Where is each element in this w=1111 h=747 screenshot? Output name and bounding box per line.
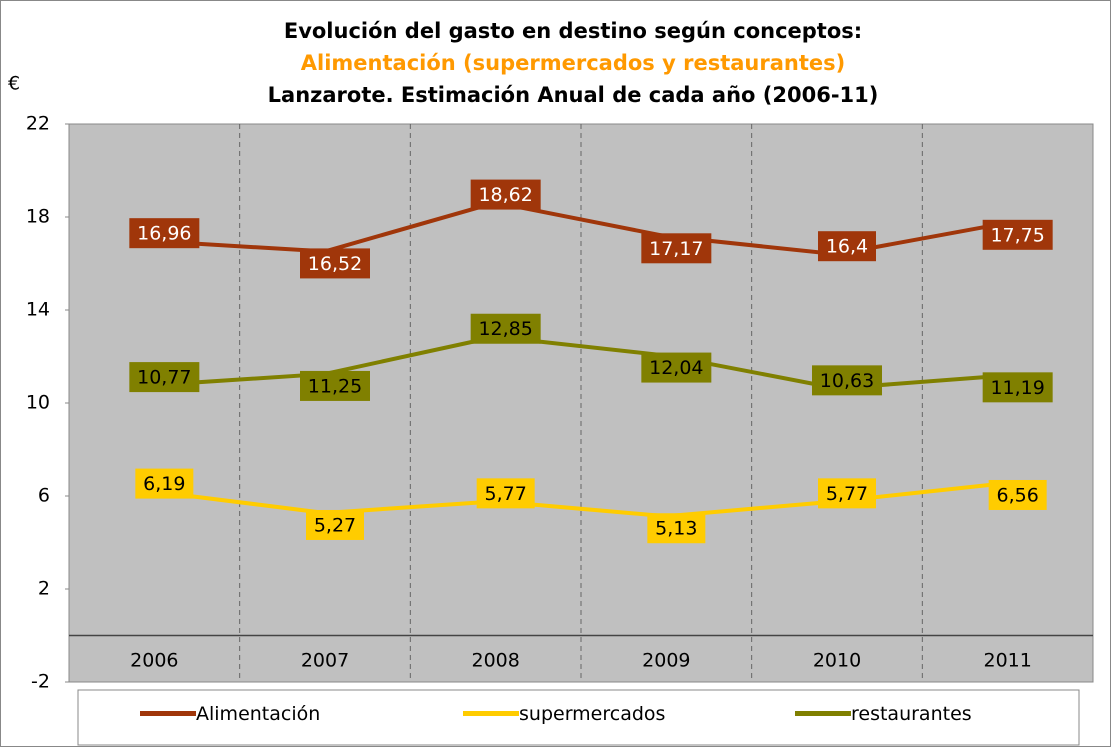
data-label-box (129, 218, 200, 249)
x-tick-label: 2009 (642, 649, 690, 671)
data-label: 11,19 (990, 377, 1044, 399)
legend-label: restaurantes (851, 703, 972, 725)
chart-title: Lanzarote. Estimación Anual de cada año … (268, 83, 879, 107)
legend-label: supermercados (519, 703, 665, 725)
y-tick-label: 10 (26, 392, 50, 414)
data-label-box (300, 248, 370, 279)
data-label-box (641, 233, 712, 264)
legend-label: Alimentación (196, 703, 320, 725)
data-label: 16,96 (137, 223, 191, 245)
data-label: 5,13 (655, 518, 697, 540)
data-label-box (818, 478, 876, 509)
legend-box (77, 689, 1080, 746)
data-label: 6,19 (143, 473, 185, 495)
data-label-box (470, 179, 541, 210)
data-label: 17,75 (990, 224, 1044, 246)
data-label-box (306, 509, 364, 540)
data-label-box (988, 479, 1047, 510)
x-tick-label: 2010 (813, 649, 861, 671)
data-label: 12,85 (478, 318, 532, 340)
data-label-box (300, 370, 370, 401)
data-label-box (641, 352, 712, 383)
data-label-box (982, 372, 1053, 403)
data-label: 5,77 (826, 483, 868, 505)
y-tick-label: 2 (38, 578, 50, 600)
data-label: 5,27 (314, 514, 356, 536)
data-label: 11,25 (308, 375, 362, 397)
data-label-box (129, 362, 200, 393)
data-label: 12,04 (649, 357, 703, 379)
x-tick-label: 2006 (130, 649, 178, 671)
y-tick-label: -2 (31, 671, 50, 693)
y-tick-label: 6 (38, 485, 50, 507)
y-tick-label: 18 (26, 206, 50, 228)
data-label-box (135, 468, 194, 499)
data-label-box (647, 513, 706, 544)
y-axis-label: € (8, 73, 20, 95)
data-label-box (476, 478, 535, 509)
data-label-box (812, 365, 882, 396)
data-label: 6,56 (997, 484, 1039, 506)
x-tick-label: 2011 (983, 649, 1031, 671)
x-tick-label: 2008 (471, 649, 519, 671)
data-label: 10,77 (137, 367, 191, 389)
data-label: 16,52 (308, 253, 362, 275)
y-tick-label: 14 (26, 299, 50, 321)
chart-title: Evolución del gasto en destino según con… (284, 19, 862, 43)
data-label-box (982, 219, 1053, 250)
y-tick-label: 22 (26, 113, 50, 135)
chart-title: Alimentación (supermercados y restaurant… (301, 51, 845, 75)
data-label-box (818, 231, 876, 262)
data-label: 16,4 (826, 236, 868, 258)
x-tick-label: 2007 (301, 649, 349, 671)
data-label: 18,62 (478, 184, 532, 206)
data-label: 17,17 (649, 238, 703, 260)
data-label: 5,77 (485, 483, 527, 505)
data-label-box (470, 313, 541, 344)
data-label: 10,63 (820, 370, 874, 392)
